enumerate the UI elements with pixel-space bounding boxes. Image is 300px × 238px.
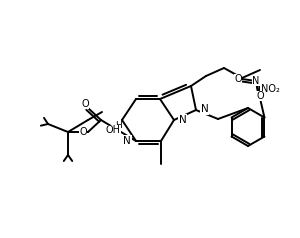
Text: O: O <box>81 99 89 109</box>
Text: NO₂: NO₂ <box>261 84 279 94</box>
Text: H: H <box>115 122 122 130</box>
Text: N: N <box>179 115 187 125</box>
Text: N: N <box>252 76 260 86</box>
Text: OH: OH <box>106 125 121 135</box>
Text: O: O <box>256 91 264 101</box>
Text: O: O <box>234 74 242 84</box>
Text: N: N <box>123 136 131 146</box>
Text: O: O <box>79 127 87 137</box>
Text: N: N <box>201 104 209 114</box>
